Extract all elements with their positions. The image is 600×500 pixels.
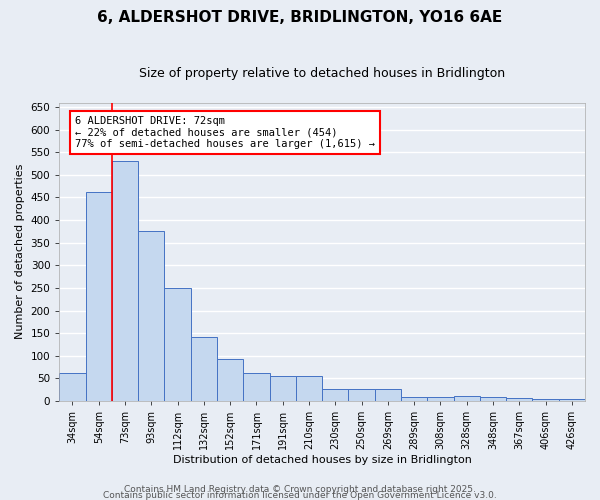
Bar — [296, 376, 322, 401]
Text: Contains public sector information licensed under the Open Government Licence v3: Contains public sector information licen… — [103, 490, 497, 500]
Title: Size of property relative to detached houses in Bridlington: Size of property relative to detached ho… — [139, 68, 505, 80]
Bar — [112, 162, 138, 401]
Bar — [86, 192, 112, 401]
Bar — [506, 398, 532, 401]
Bar — [559, 399, 585, 401]
Bar — [217, 358, 244, 401]
Bar — [269, 376, 296, 401]
Y-axis label: Number of detached properties: Number of detached properties — [15, 164, 25, 340]
Bar — [322, 389, 349, 401]
Bar — [164, 288, 191, 401]
Bar — [349, 389, 375, 401]
Bar — [244, 372, 269, 401]
X-axis label: Distribution of detached houses by size in Bridlington: Distribution of detached houses by size … — [173, 455, 472, 465]
Bar — [454, 396, 480, 401]
Bar — [480, 398, 506, 401]
Text: 6, ALDERSHOT DRIVE, BRIDLINGTON, YO16 6AE: 6, ALDERSHOT DRIVE, BRIDLINGTON, YO16 6A… — [97, 10, 503, 25]
Text: Contains HM Land Registry data © Crown copyright and database right 2025.: Contains HM Land Registry data © Crown c… — [124, 484, 476, 494]
Bar — [138, 232, 164, 401]
Bar — [401, 396, 427, 401]
Bar — [375, 389, 401, 401]
Bar — [59, 372, 86, 401]
Text: 6 ALDERSHOT DRIVE: 72sqm
← 22% of detached houses are smaller (454)
77% of semi-: 6 ALDERSHOT DRIVE: 72sqm ← 22% of detach… — [75, 116, 375, 149]
Bar — [532, 399, 559, 401]
Bar — [191, 337, 217, 401]
Bar — [427, 396, 454, 401]
